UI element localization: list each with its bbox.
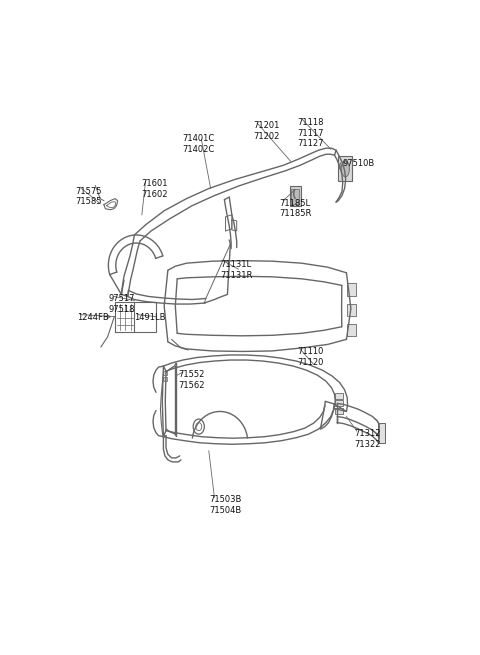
Text: 71185L
71185R: 71185L 71185R [279,198,312,218]
Text: 71503B
71504B: 71503B 71504B [210,495,242,515]
FancyBboxPatch shape [335,400,343,406]
Text: 71201
71202: 71201 71202 [253,121,280,141]
FancyBboxPatch shape [347,284,357,296]
Text: 1491LB: 1491LB [134,312,166,322]
Text: 71401C
71402C: 71401C 71402C [183,134,215,154]
Text: 1244FB: 1244FB [77,312,108,322]
Text: 71118
71117
71127: 71118 71117 71127 [297,118,324,149]
FancyBboxPatch shape [335,408,343,414]
FancyBboxPatch shape [163,371,167,375]
Text: 71312
71322: 71312 71322 [354,429,380,449]
Text: 71601
71602: 71601 71602 [141,179,168,199]
Text: 97510B: 97510B [343,159,375,168]
FancyBboxPatch shape [290,185,301,206]
Text: 71131L
71131R: 71131L 71131R [221,260,253,280]
Text: 97517
97518: 97517 97518 [108,295,135,314]
FancyBboxPatch shape [347,324,357,336]
FancyBboxPatch shape [347,303,357,316]
FancyBboxPatch shape [163,377,167,381]
FancyBboxPatch shape [291,189,299,204]
FancyBboxPatch shape [338,157,352,181]
Ellipse shape [341,161,349,177]
FancyBboxPatch shape [335,393,343,399]
FancyBboxPatch shape [378,422,385,443]
Text: 71552
71562: 71552 71562 [178,370,205,390]
Text: 71110
71120: 71110 71120 [297,347,324,367]
Text: 71575
71585: 71575 71585 [75,187,101,206]
